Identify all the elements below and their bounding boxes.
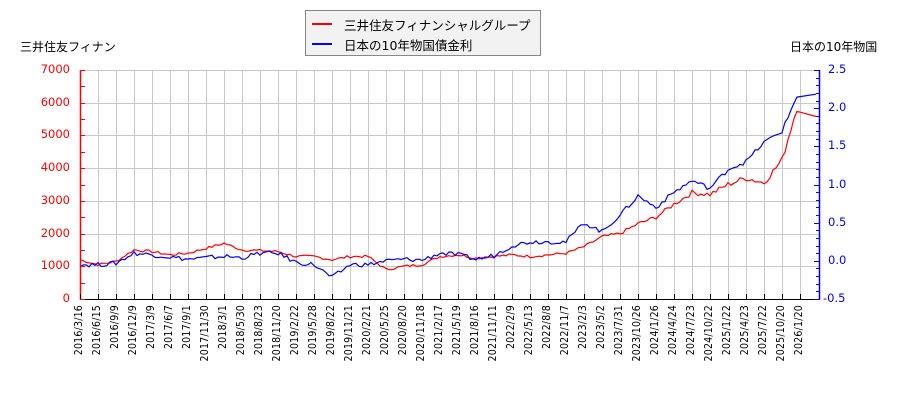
x-tick-label: 2021/11/11 <box>487 305 499 362</box>
x-tick-label: 2020/2/21 <box>361 305 373 356</box>
x-tick-label: 2017/11/30 <box>199 305 211 362</box>
x-tick-label: 2022/8/8 <box>541 305 553 350</box>
x-tick-label: 2020/8/20 <box>397 305 409 356</box>
x-tick-label: 2019/2/22 <box>289 305 301 356</box>
legend-swatch-blue <box>312 43 332 45</box>
x-tick-label: 2023/2/3 <box>577 305 589 350</box>
chart-legend: 三井住友フィナンシャルグループ 日本の10年物国債金利 <box>305 10 541 56</box>
x-tick-label: 2020/11/18 <box>415 305 427 362</box>
x-tick-label: 2017/3/9 <box>145 305 157 350</box>
legend-label: 日本の10年物国債金利 <box>344 37 473 53</box>
jgb-yield-line <box>79 93 817 277</box>
left-y-tick-label: 4000 <box>40 160 70 175</box>
x-tick-label: 2023/5/2 <box>595 305 607 350</box>
x-tick-label: 2019/11/21 <box>343 305 355 362</box>
x-tick-label: 2022/2/9 <box>505 305 517 350</box>
x-tick-label: 2018/11/20 <box>271 305 283 362</box>
left-y-tick-label: 7000 <box>40 62 70 76</box>
x-tick-label: 2024/4/24 <box>667 305 679 356</box>
legend-item-jgb: 日本の10年物国債金利 <box>312 35 472 53</box>
x-tick-label: 2026/1/20 <box>793 305 805 356</box>
x-tick-label: 2024/10/22 <box>703 305 715 362</box>
x-tick-label: 2022/5/13 <box>523 305 535 356</box>
x-tick-label: 2018/3/1 <box>217 305 229 350</box>
x-tick-label: 2025/4/23 <box>739 305 751 356</box>
x-tick-label: 2017/9/1 <box>181 305 193 350</box>
x-tick-label: 2022/11/7 <box>559 305 571 356</box>
right-y-tick-label: 0.0 <box>828 252 847 267</box>
x-tick-label: 2024/1/26 <box>649 305 661 356</box>
x-tick-label: 2023/7/31 <box>613 305 625 356</box>
x-tick-label: 2025/1/22 <box>721 305 733 356</box>
left-y-tick-label: 2000 <box>40 225 70 240</box>
legend-label: 三井住友フィナンシャルグループ <box>344 17 531 33</box>
x-tick-label: 2016/6/15 <box>91 305 103 356</box>
x-tick-label: 2025/7/22 <box>757 305 769 356</box>
x-tick-label: 2016/3/16 <box>73 305 85 356</box>
x-tick-label: 2018/5/30 <box>235 305 247 356</box>
x-tick-label: 2019/8/22 <box>325 305 337 356</box>
x-tick-label: 2023/10/26 <box>631 305 643 362</box>
x-tick-label: 2021/2/17 <box>433 305 445 356</box>
x-tick-label: 2020/5/25 <box>379 305 391 356</box>
left-y-tick-label: 0 <box>62 291 70 305</box>
left-y-tick-label: 5000 <box>40 127 70 142</box>
left-y-tick-label: 1000 <box>40 258 70 273</box>
x-tick-label: 2017/6/7 <box>163 305 175 350</box>
x-tick-label: 2016/12/9 <box>127 305 139 356</box>
right-y-tick-label: 0.5 <box>828 214 847 229</box>
right-y-tick-label: 2.0 <box>828 100 847 115</box>
left-axis-title: 三井住友フィナン <box>20 40 116 54</box>
right-axis-title: 日本の10年物国 <box>790 40 878 54</box>
legend-swatch-red <box>312 23 332 25</box>
right-y-tick-label: 2.5 <box>828 62 847 76</box>
right-y-tick-label: 1.5 <box>828 138 847 153</box>
left-y-tick-label: 6000 <box>40 94 70 109</box>
x-tick-label: 2019/5/28 <box>307 305 319 356</box>
right-y-tick-label: -0.5 <box>823 291 846 305</box>
legend-item-smfg: 三井住友フィナンシャルグループ <box>312 15 531 33</box>
x-tick-label: 2016/9/9 <box>109 305 121 350</box>
x-tick-label: 2021/8/16 <box>469 305 481 356</box>
right-y-tick-label: 1.0 <box>828 176 847 191</box>
x-tick-label: 2025/10/20 <box>775 305 787 362</box>
smfg-price-line <box>79 110 817 271</box>
x-tick-label: 2024/7/23 <box>685 305 697 356</box>
x-tick-label: 2018/8/23 <box>253 305 265 356</box>
left-y-tick-label: 3000 <box>40 192 70 207</box>
x-tick-label: 2021/5/19 <box>451 305 463 356</box>
